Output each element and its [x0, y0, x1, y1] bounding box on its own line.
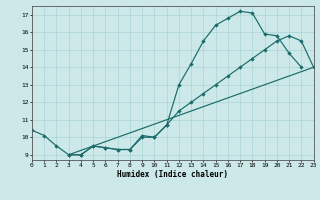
X-axis label: Humidex (Indice chaleur): Humidex (Indice chaleur)	[117, 170, 228, 179]
